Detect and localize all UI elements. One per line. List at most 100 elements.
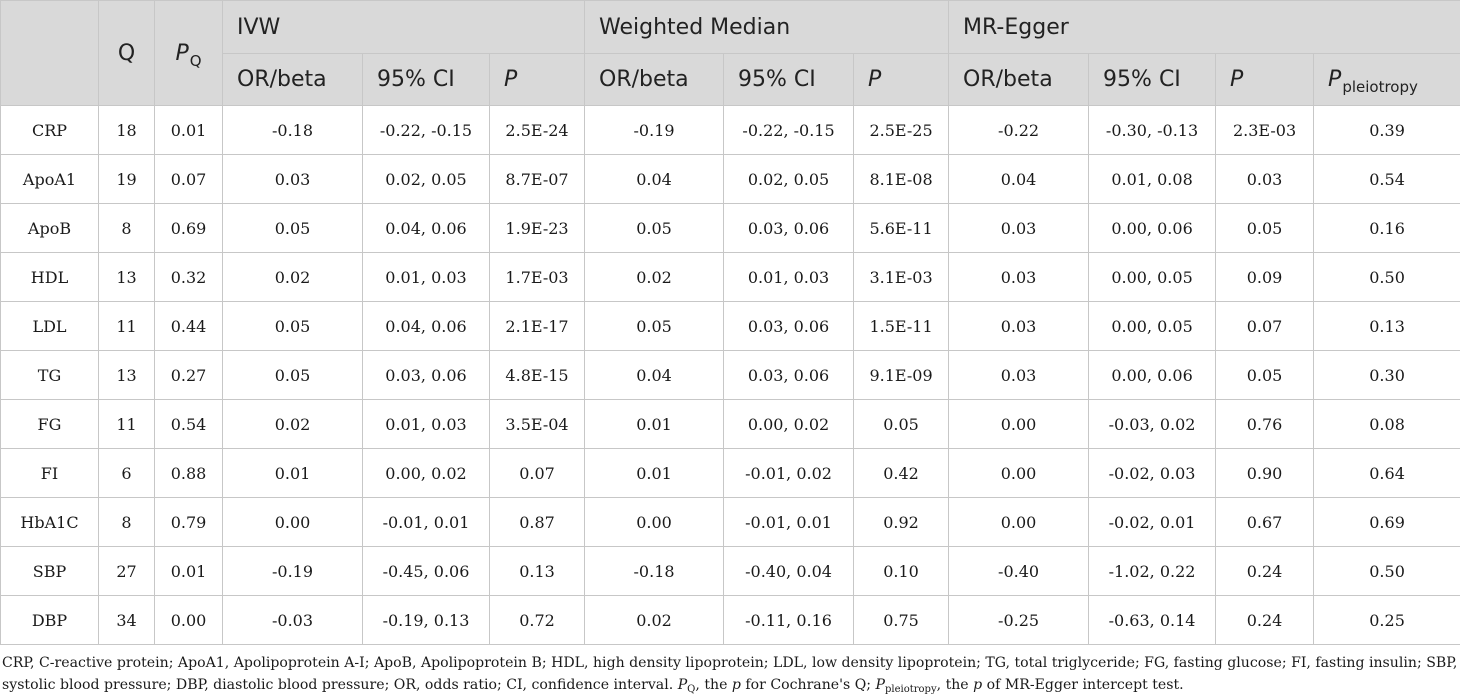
pq-cell: 0.27 <box>154 350 223 400</box>
egger-p-header: P <box>1215 53 1315 106</box>
ppleiotropy-header: Ppleiotropy <box>1313 53 1460 106</box>
ivw-or-cell: 0.02 <box>222 399 363 449</box>
ivw-group-header: IVW <box>221 0 586 54</box>
pq-cell: 0.79 <box>154 497 223 547</box>
ivw-p-cell: 0.07 <box>488 448 586 498</box>
egger-or-cell: 0.03 <box>948 350 1090 400</box>
q-header: Q <box>98 0 155 106</box>
ivw-or-cell: 0.03 <box>222 154 363 204</box>
table-footnote: CRP, C-reactive protein; ApoA1, Apolipop… <box>2 652 1458 698</box>
egger-ci-cell: 0.00, 0.05 <box>1088 252 1217 302</box>
mr-egger-group-header: MR-Egger <box>948 0 1460 54</box>
trait-cell: CRP <box>0 105 99 155</box>
q-cell: 27 <box>98 546 155 596</box>
table-row: SBP 27 0.01 -0.19 -0.45, 0.06 0.13 -0.18 -0.40,… <box>0 546 1460 596</box>
ivw-ci-cell: 0.00, 0.02 <box>362 448 490 498</box>
egger-ci-header: 95% CI <box>1088 53 1217 106</box>
wm-ci-cell: -0.01, 0.01 <box>723 497 855 547</box>
ivw-ci-cell: 0.01, 0.03 <box>362 399 490 449</box>
wm-p-cell: 0.92 <box>853 497 950 547</box>
wm-ci-cell: -0.22, -0.15 <box>723 105 855 155</box>
footnote-ppleio-subscript: pleiotropy <box>885 684 937 695</box>
trait-cell: HbA1C <box>0 497 99 547</box>
ivw-p-cell: 1.9E-23 <box>488 203 586 253</box>
ppleiotropy-cell: 0.08 <box>1313 399 1460 449</box>
trait-cell: ApoA1 <box>0 154 99 204</box>
pq-cell: 0.07 <box>154 154 223 204</box>
egger-ci-cell: 0.00, 0.06 <box>1088 350 1217 400</box>
egger-p-cell: 0.76 <box>1215 399 1315 449</box>
egger-ci-cell: 0.00, 0.06 <box>1088 203 1217 253</box>
pq-cell: 0.01 <box>154 546 223 596</box>
q-cell: 18 <box>98 105 155 155</box>
trait-cell: DBP <box>0 595 99 645</box>
ivw-p-cell: 8.7E-07 <box>488 154 586 204</box>
wm-p-cell: 2.5E-25 <box>853 105 950 155</box>
footnote-text: of MR-Egger intercept test. <box>982 677 1184 693</box>
egger-ci-cell: -0.02, 0.03 <box>1088 448 1217 498</box>
ivw-p-cell: 4.8E-15 <box>488 350 586 400</box>
footnote-text: for Cochrane's Q; <box>740 677 876 693</box>
footnote-abbreviations: CRP, C-reactive protein; ApoA1, Apolipop… <box>2 655 1458 693</box>
ivw-or-cell: 0.00 <box>222 497 363 547</box>
wm-or-cell: 0.01 <box>584 399 725 449</box>
wm-or-cell: 0.00 <box>584 497 725 547</box>
table-body: CRP 18 0.01 -0.18 -0.22, -0.15 2.5E-24 -0.19 -0… <box>0 105 1460 645</box>
ppleiotropy-cell: 0.13 <box>1313 301 1460 351</box>
q-cell: 8 <box>98 497 155 547</box>
pq-cell: 0.54 <box>154 399 223 449</box>
ppleiotropy-cell: 0.50 <box>1313 252 1460 302</box>
egger-or-cell: 0.00 <box>948 399 1090 449</box>
egger-or-cell: 0.00 <box>948 497 1090 547</box>
ivw-ci-cell: 0.04, 0.06 <box>362 203 490 253</box>
table-row: HDL 13 0.32 0.02 0.01, 0.03 1.7E-03 0.02 0.01, … <box>0 252 1460 302</box>
egger-p-cell: 0.09 <box>1215 252 1315 302</box>
egger-or-cell: 0.03 <box>948 252 1090 302</box>
wm-ci-cell: 0.00, 0.02 <box>723 399 855 449</box>
ivw-ci-cell: 0.01, 0.03 <box>362 252 490 302</box>
q-cell: 19 <box>98 154 155 204</box>
egger-ci-cell: -0.02, 0.01 <box>1088 497 1217 547</box>
wm-p-header: P <box>853 53 950 106</box>
footnote-pq-subscript: Q <box>687 684 696 695</box>
footnote-ppleio-symbol: P <box>875 677 885 693</box>
footnote-p-symbol: p <box>973 677 983 693</box>
ivw-or-header: OR/beta <box>222 53 363 106</box>
ppleiotropy-cell: 0.69 <box>1313 497 1460 547</box>
egger-ci-cell: -0.03, 0.02 <box>1088 399 1217 449</box>
q-cell: 13 <box>98 350 155 400</box>
pq-cell: 0.69 <box>154 203 223 253</box>
wm-p-cell: 0.10 <box>853 546 950 596</box>
table-row: ApoB 8 0.69 0.05 0.04, 0.06 1.9E-23 0.05 0.03, … <box>0 203 1460 253</box>
wm-p-cell: 0.75 <box>853 595 950 645</box>
table-row: LDL 11 0.44 0.05 0.04, 0.06 2.1E-17 0.05 0.03, … <box>0 301 1460 351</box>
footnote-text: , the <box>695 677 732 693</box>
wm-p-cell: 9.1E-09 <box>853 350 950 400</box>
egger-p-cell: 0.07 <box>1215 301 1315 351</box>
wm-or-cell: -0.19 <box>584 105 725 155</box>
ivw-or-cell: -0.19 <box>222 546 363 596</box>
egger-or-cell: -0.25 <box>948 595 1090 645</box>
wm-ci-cell: 0.01, 0.03 <box>723 252 855 302</box>
ppleiotropy-cell: 0.25 <box>1313 595 1460 645</box>
q-cell: 34 <box>98 595 155 645</box>
wm-or-cell: 0.02 <box>584 252 725 302</box>
table-row: ApoA1 19 0.07 0.03 0.02, 0.05 8.7E-07 0.04 0.02… <box>0 154 1460 204</box>
egger-p-cell: 0.05 <box>1215 203 1315 253</box>
q-cell: 8 <box>98 203 155 253</box>
egger-ci-cell: -0.63, 0.14 <box>1088 595 1217 645</box>
ppleiotropy-cell: 0.39 <box>1313 105 1460 155</box>
ivw-or-cell: -0.18 <box>222 105 363 155</box>
wm-ci-cell: 0.03, 0.06 <box>723 301 855 351</box>
wm-p-cell: 5.6E-11 <box>853 203 950 253</box>
egger-p-cell: 0.24 <box>1215 546 1315 596</box>
egger-p-cell: 0.03 <box>1215 154 1315 204</box>
q-cell: 11 <box>98 399 155 449</box>
table-row: DBP 34 0.00 -0.03 -0.19, 0.13 0.72 0.02 -0.11, … <box>0 595 1460 645</box>
ppleiotropy-cell: 0.30 <box>1313 350 1460 400</box>
ivw-ci-cell: -0.45, 0.06 <box>362 546 490 596</box>
table-header: Q PQ IVW Weighted Median MR-Egger OR/bet… <box>0 0 1460 106</box>
trait-cell: FI <box>0 448 99 498</box>
ivw-or-cell: 0.05 <box>222 350 363 400</box>
